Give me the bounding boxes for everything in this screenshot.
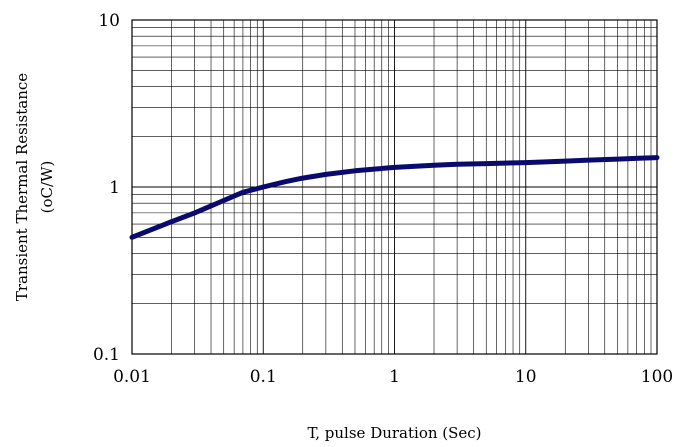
y-axis-title-line-2: (oC/W) xyxy=(38,161,56,214)
x-tick-labels: 0.01 0.1 1 10 100 xyxy=(113,367,673,387)
x-tick-label: 1 xyxy=(389,367,400,387)
x-tick-label: 10 xyxy=(515,367,537,387)
y-axis-title-line-1: Transient Thermal Resistance xyxy=(13,73,31,301)
y-tick-label: 10 xyxy=(98,11,120,31)
x-axis-title: T, pulse Duration (Sec) xyxy=(307,424,481,442)
x-tick-label: 100 xyxy=(641,367,673,387)
grid-lines xyxy=(132,20,657,354)
x-tick-label: 0.01 xyxy=(113,367,151,387)
y-tick-label: 0.1 xyxy=(93,345,120,365)
y-tick-label: 1 xyxy=(109,178,120,198)
x-tick-label: 0.1 xyxy=(250,367,277,387)
y-tick-labels: 0.1 1 10 xyxy=(93,11,120,365)
